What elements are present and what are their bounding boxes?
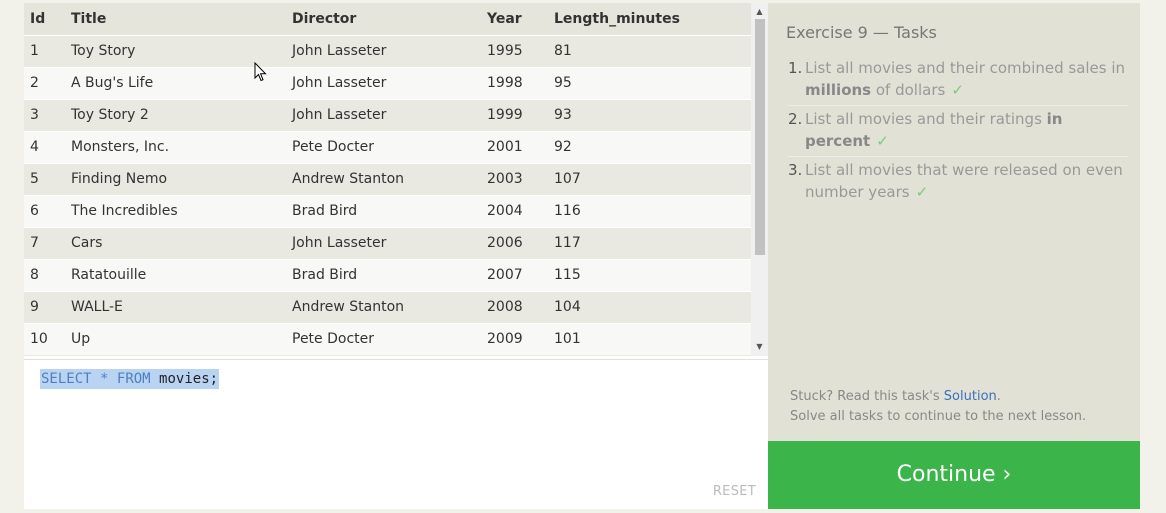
table-row: 6 The Incredibles Brad Bird 2004 116 [24,194,752,227]
table-cell: John Lasseter [286,98,481,131]
scroll-up-arrow-icon[interactable]: ▲ [756,7,763,16]
table-cell: 7 [24,226,65,259]
column-header: Length_minutes [548,3,752,35]
table-row: 8 Ratatouille Brad Bird 2007 115 [24,258,752,291]
table-cell: John Lasseter [286,226,481,259]
table-cell: Toy Story 2 [65,98,286,131]
table-cell: Toy Story [65,34,286,67]
sql-editor[interactable]: SELECT * FROM movies; RESET [24,359,768,509]
table-cell: Brad Bird [286,258,481,291]
exercise-panel: Exercise 9 — Tasks 1. List all movies and… [768,3,1140,509]
table-cell: 95 [548,66,752,99]
table-cell: 4 [24,130,65,163]
table-cell: Pete Docter [286,322,481,355]
table-cell: 2001 [481,130,548,163]
table-cell: 10 [24,322,65,355]
column-header: Year [481,3,548,35]
table-cell: Monsters, Inc. [65,130,286,163]
table-cell: John Lasseter [286,66,481,99]
table-cell: 1999 [481,98,548,131]
table-cell: 1 [24,34,65,67]
check-icon: ✓ [951,81,964,99]
table-cell: 93 [548,98,752,131]
sql-star: * [100,371,109,387]
table-cell: 81 [548,34,752,67]
table-cell: The Incredibles [65,194,286,227]
table-cell: 115 [548,258,752,291]
table-cell: 92 [548,130,752,163]
table-header-row: Id Title Director Year Length_minutes [24,3,752,35]
table-scrollbar[interactable]: ▲ ▼ [751,3,768,356]
task-item: 3. List all movies that were released on … [788,161,1123,201]
table-cell: 2003 [481,162,548,195]
table-cell: 116 [548,194,752,227]
table-cell: 104 [548,290,752,323]
exercise-title: Exercise 9 — Tasks [786,23,937,42]
table-cell: Andrew Stanton [286,290,481,323]
table-cell: 2007 [481,258,548,291]
sql-query-text[interactable]: SELECT * FROM movies; [40,369,220,389]
table-row: 9 WALL-E Andrew Stanton 2008 104 [24,290,752,323]
table-cell: Ratatouille [65,258,286,291]
table-cell: 2 [24,66,65,99]
sql-keyword: FROM [116,371,151,387]
table-cell: 2006 [481,226,548,259]
table-cell: 2004 [481,194,548,227]
table-cell: A Bug's Life [65,66,286,99]
solve-all-note: Solve all tasks to continue to the next … [790,409,1087,424]
continue-button[interactable]: Continue › [768,441,1140,509]
table-cell: 6 [24,194,65,227]
sql-keyword: SELECT [41,371,92,387]
table-row: 4 Monsters, Inc. Pete Docter 2001 92 [24,130,752,163]
reset-button[interactable]: RESET [712,484,756,499]
table-cell: 2009 [481,322,548,355]
scroll-down-arrow-icon[interactable]: ▼ [756,342,763,351]
help-text: Stuck? Read this task's Solution. Solve … [790,387,1086,427]
table-cell: 101 [548,322,752,355]
check-icon: ✓ [876,132,889,150]
check-icon: ✓ [915,183,929,201]
task-list: 1. List all movies and their combined sal… [788,55,1128,207]
table-cell: John Lasseter [286,34,481,67]
table-cell: 9 [24,290,65,323]
solution-link[interactable]: Solution [943,389,997,404]
table-cell: 5 [24,162,65,195]
column-header: Director [286,3,481,35]
table-cell: 107 [548,162,752,195]
table-cell: WALL-E [65,290,286,323]
scroll-thumb[interactable] [755,19,765,255]
column-header: Id [24,3,65,35]
table-cell: 8 [24,258,65,291]
table-row: 1 Toy Story John Lasseter 1995 81 [24,34,752,67]
table-row: 10 Up Pete Docter 2009 101 [24,322,752,355]
table-row: 7 Cars John Lasseter 2006 117 [24,226,752,259]
task-item: 2. List all movies and their ratings in p… [788,106,1128,157]
table-cell: Pete Docter [286,130,481,163]
table-cell: Cars [65,226,286,259]
table-cell: 117 [548,226,752,259]
table-cell: 1998 [481,66,548,99]
table-cell: 2008 [481,290,548,323]
table-cell: Andrew Stanton [286,162,481,195]
table-cell: 1995 [481,34,548,67]
table-row: 5 Finding Nemo Andrew Stanton 2003 107 [24,162,752,195]
table-cell: Brad Bird [286,194,481,227]
task-item: 1. List all movies and their combined sal… [788,55,1128,106]
mouse-cursor-icon [254,62,267,82]
table-cell: Up [65,322,286,355]
table-cell: 3 [24,98,65,131]
column-header: Title [65,3,286,35]
table-row: 3 Toy Story 2 John Lasseter 1999 93 [24,98,752,131]
table-cell: Finding Nemo [65,162,286,195]
sql-table-name: movies; [159,371,219,387]
